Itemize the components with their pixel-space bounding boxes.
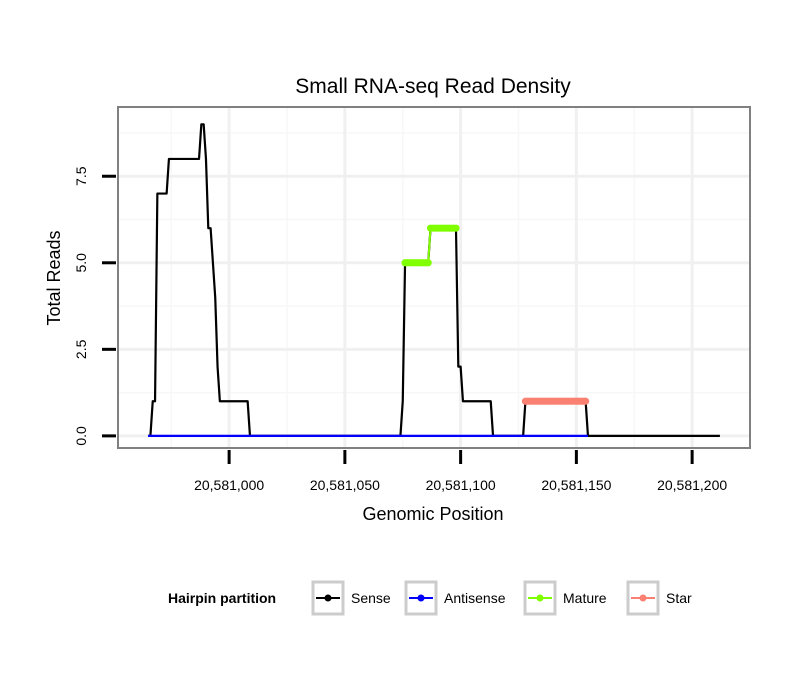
chart-title: Small RNA-seq Read Density [295, 75, 571, 98]
legend-key-point [417, 594, 425, 602]
legend-label: Star [666, 590, 692, 606]
legend: Hairpin partition Sense Antisense Mature St… [168, 580, 692, 616]
legend-key-point [639, 594, 647, 602]
x-tick-label: 20,581,200 [657, 477, 727, 493]
legend-label: Sense [351, 590, 391, 606]
legend-label: Antisense [444, 590, 506, 606]
y-axis-label: Total Reads [44, 230, 64, 325]
legend-title: Hairpin partition [168, 590, 276, 606]
legend-item-antisense: Antisense [404, 580, 506, 616]
data-point-mature [424, 259, 432, 267]
y-tick-label: 0.0 [73, 426, 89, 446]
x-tick-label: 20,581,000 [194, 477, 264, 493]
legend-item-sense: Sense [311, 580, 391, 616]
data-point-mature [452, 224, 460, 232]
grid [118, 107, 750, 448]
legend-item-star: Star [626, 580, 692, 616]
x-tick-label: 20,581,150 [541, 477, 611, 493]
x-axis-label: Genomic Position [362, 504, 503, 524]
legend-item-mature: Mature [523, 580, 607, 616]
series-mature [401, 224, 460, 267]
plot-panel-border [117, 106, 751, 449]
legend-key-point [536, 594, 544, 602]
axes: 20,581,000 20,581,050 20,581,100 20,581,150… [73, 166, 727, 493]
legend-key-point [324, 594, 332, 602]
x-tick-label: 20,581,050 [310, 477, 380, 493]
x-tick-label: 20,581,100 [426, 477, 496, 493]
data-point-star [582, 397, 590, 405]
series-layer [148, 123, 720, 437]
y-tick-label: 2.5 [73, 339, 89, 359]
y-tick-label: 5.0 [73, 253, 89, 273]
y-tick-label: 7.5 [73, 166, 89, 186]
series-line-mature [405, 227, 456, 264]
legend-label: Mature [563, 590, 607, 606]
series-star [521, 397, 590, 405]
